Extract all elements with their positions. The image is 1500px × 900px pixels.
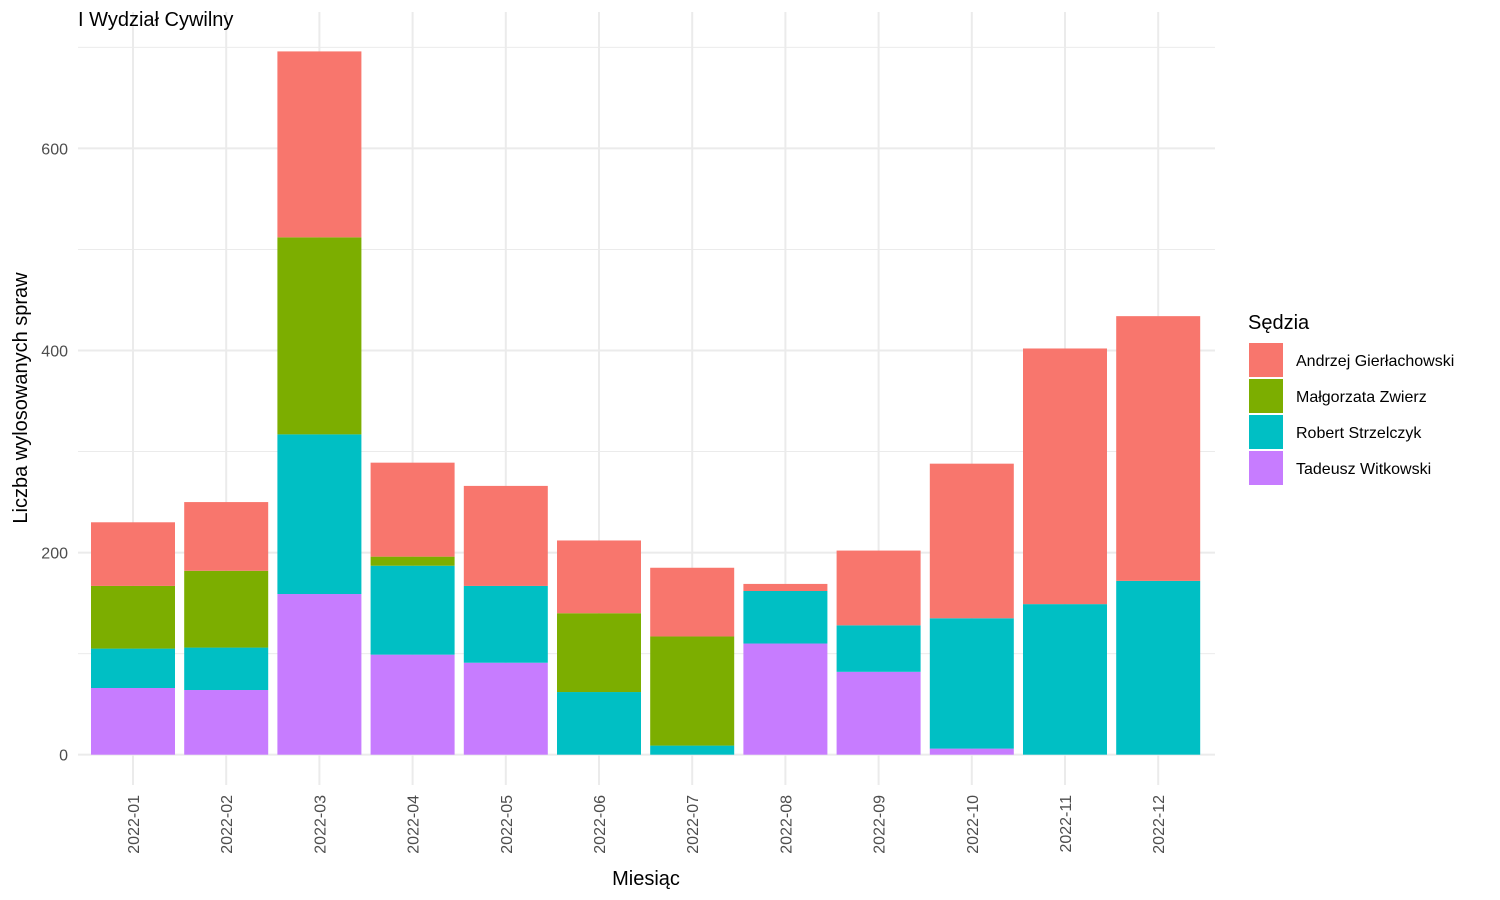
bar-segment: [1116, 580, 1201, 755]
x-tick-label: 2022-06: [592, 795, 609, 854]
legend-label: Robert Strzelczyk: [1296, 425, 1422, 442]
bar-segment: [277, 434, 362, 595]
x-axis-ticks: 2022-01 2022-02 2022-03 2022-04 2022-05 2022-…: [126, 795, 1168, 854]
bar-segment: [184, 502, 269, 571]
legend: Sędzia Andrzej Gierłachowski Małgorzata Z…: [1248, 312, 1454, 485]
bar-segment: [184, 690, 269, 755]
bar-segment: [277, 237, 362, 435]
bar-segment: [1116, 316, 1201, 581]
bar-segment: [1023, 604, 1107, 755]
x-tick-label: 2022-09: [872, 795, 889, 854]
legend-key: [1249, 379, 1283, 413]
x-tick-label: 2022-02: [219, 795, 236, 854]
bar-segment: [463, 485, 548, 586]
bar-segment: [836, 550, 921, 626]
bar-segment: [370, 654, 455, 755]
bar-segment: [650, 745, 735, 755]
bar-segment: [557, 613, 641, 693]
y-tick-label: 0: [59, 748, 68, 765]
bar-segment: [370, 565, 455, 655]
bar-segment: [91, 522, 175, 586]
bar-segment: [463, 662, 548, 755]
y-tick-label: 200: [41, 546, 68, 563]
chart-title: I Wydział Cywilny: [78, 9, 233, 31]
y-axis-title: Liczba wylosowanych spraw: [10, 272, 32, 524]
bar-segment: [743, 590, 828, 644]
bar-segment: [370, 556, 455, 566]
bar-segment: [929, 748, 1014, 755]
bar-segment: [91, 687, 175, 755]
legend-key: [1249, 415, 1283, 449]
bar-segment: [277, 594, 362, 755]
bar-segment: [743, 583, 828, 591]
x-tick-label: 2022-01: [126, 795, 143, 854]
x-axis-title: Miesiąc: [612, 868, 680, 890]
x-tick-label: 2022-05: [499, 795, 516, 854]
bar-segment: [557, 692, 641, 755]
x-tick-label: 2022-04: [406, 795, 423, 854]
bar-segment: [91, 648, 175, 688]
legend-title: Sędzia: [1248, 312, 1310, 334]
legend-key: [1249, 343, 1283, 377]
x-tick-label: 2022-07: [685, 795, 702, 854]
x-tick-label: 2022-10: [965, 795, 982, 854]
x-tick-label: 2022-11: [1058, 795, 1075, 853]
legend-label: Małgorzata Zwierz: [1296, 389, 1427, 406]
y-axis-ticks: 0 200 400 600: [41, 141, 68, 764]
x-tick-label: 2022-08: [778, 795, 795, 854]
bar-segment: [650, 636, 735, 746]
bar-segment: [743, 643, 828, 755]
x-tick-label: 2022-03: [312, 795, 329, 854]
y-tick-label: 400: [41, 344, 68, 361]
legend-label: Andrzej Gierłachowski: [1296, 353, 1454, 370]
bar-segment: [370, 462, 455, 557]
bar-segment: [929, 618, 1014, 749]
bar-segment: [277, 51, 362, 238]
bar-segment: [1023, 348, 1107, 605]
bar-segment: [836, 671, 921, 755]
bar-segment: [184, 647, 269, 691]
bar-segment: [557, 540, 641, 614]
bar-segment: [650, 567, 735, 637]
bar-segment: [929, 463, 1014, 619]
legend-key: [1249, 451, 1283, 485]
y-tick-label: 600: [41, 141, 68, 158]
bar-segment: [836, 625, 921, 672]
x-tick-label: 2022-12: [1151, 795, 1168, 854]
bars: [91, 51, 1201, 755]
bar-segment: [463, 585, 548, 663]
legend-label: Tadeusz Witkowski: [1296, 461, 1431, 478]
bar-segment: [91, 585, 175, 649]
bar-segment: [184, 570, 269, 648]
